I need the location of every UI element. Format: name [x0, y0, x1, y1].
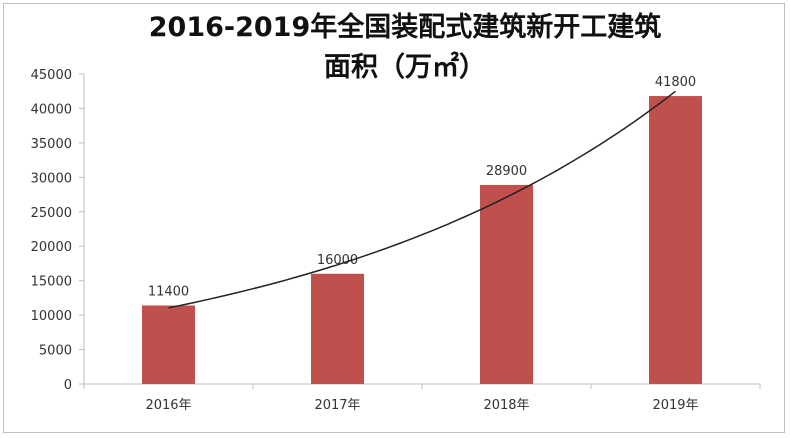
y-tick-label: 35000: [31, 137, 72, 152]
x-tick-label: 2016年: [145, 398, 191, 413]
chart-title-line-1: 2016-2019年全国装配式建筑新开工建筑: [148, 12, 662, 43]
data-label: 16000: [317, 253, 358, 268]
data-label: 41800: [655, 75, 696, 90]
bar: [142, 305, 195, 384]
bar: [480, 184, 533, 384]
x-tick-label: 2019年: [652, 398, 698, 413]
chart-title: 2016-2019年全国装配式建筑新开工建筑 面积（万㎡）: [60, 8, 750, 88]
bar: [649, 96, 702, 385]
y-tick-label: 5000: [39, 344, 72, 359]
data-label: 11400: [148, 284, 189, 299]
trend-line: [168, 90, 676, 309]
y-tick-label: 0: [64, 378, 72, 393]
y-tick-label: 20000: [31, 240, 72, 255]
y-tick-label: 15000: [31, 275, 72, 290]
x-tick-label: 2017年: [314, 398, 360, 413]
y-tick-label: 30000: [31, 171, 72, 186]
data-label: 28900: [486, 164, 527, 179]
y-tick-label: 40000: [31, 102, 72, 117]
chart-title-line-2: 面积（万㎡）: [324, 52, 486, 83]
y-tick-label: 45000: [31, 68, 72, 83]
y-tick-label: 25000: [31, 206, 72, 221]
y-tick-label: 10000: [31, 309, 72, 324]
bar: [311, 273, 364, 384]
x-tick-label: 2018年: [483, 398, 529, 413]
